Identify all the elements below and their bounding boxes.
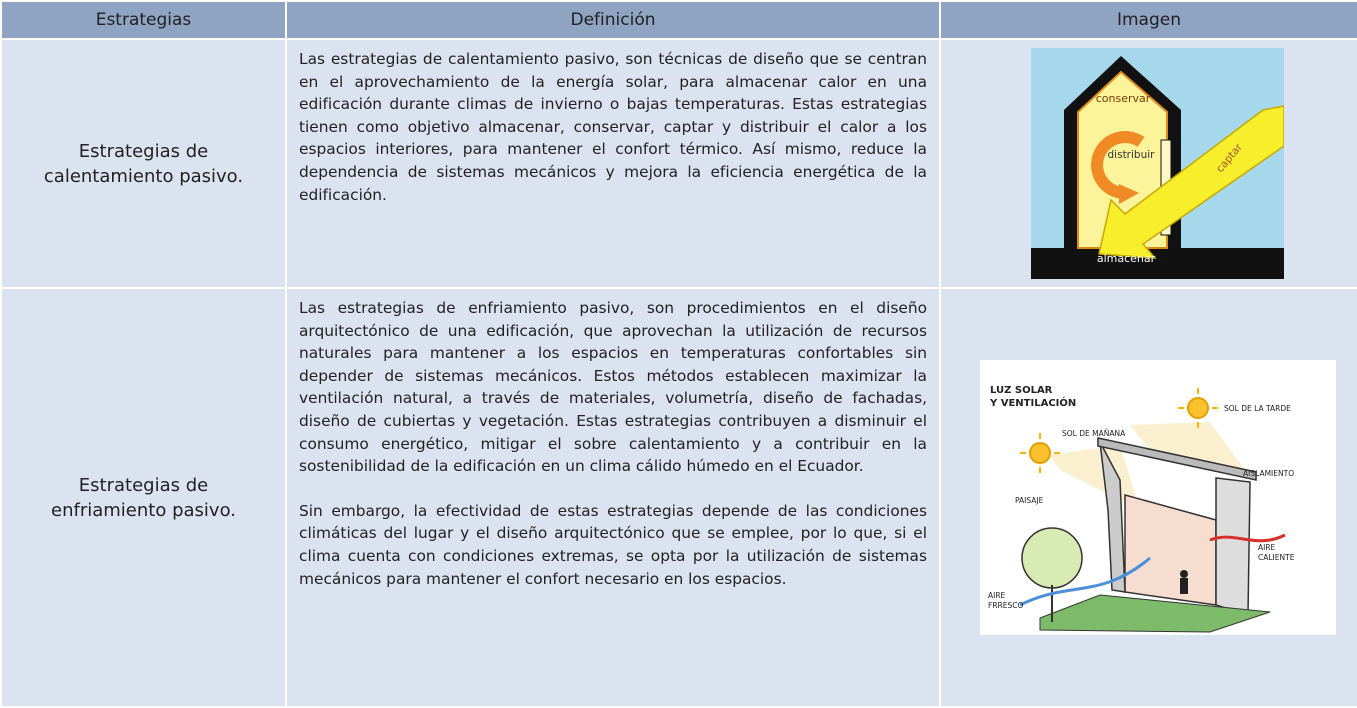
paragraph: Las estrategias de calentamiento pasivo,…	[299, 50, 927, 204]
row: Estrategias de enfriamiento pasivo. Las …	[0, 287, 1357, 708]
cooling-illustration: LUZ SOLAR Y VENTILACIÓN SOL DE LA TARDE …	[980, 360, 1336, 635]
strategy: Estrategias de calentamiento pasivo.	[43, 140, 244, 187]
paragraph: Sin embargo, la efectividad de estas est…	[299, 501, 927, 588]
label: FRRESCO	[988, 601, 1023, 610]
paragraph: Las estrategias de enfriamiento pasivo, …	[299, 299, 927, 476]
label: PAISAJE	[1015, 496, 1044, 505]
label: CALIENTE	[1258, 553, 1295, 562]
label: distribuir	[1108, 149, 1156, 161]
heating-illustration: conservar distribuir captar almacenar	[1031, 48, 1284, 279]
label: conservar	[1096, 92, 1151, 105]
label: AIRE	[988, 591, 1006, 600]
strategy: Estrategias de enfriamiento pasivo.	[51, 474, 236, 521]
header-cell: Estrategias	[0, 0, 287, 40]
label: almacenar	[1097, 252, 1156, 265]
label: AIRE	[1258, 543, 1276, 552]
label: SOL DE MAÑANA	[1062, 429, 1126, 438]
definition-cell: Las estrategias de calentamiento pasivo,…	[285, 38, 941, 289]
strategy-cell: Estrategias de enfriamiento pasivo.	[0, 287, 287, 708]
header-cell: Definición	[285, 0, 941, 40]
header-cell: Imagen	[939, 0, 1357, 40]
header-row: Estrategias Definición Imagen	[0, 0, 1357, 40]
strategy-cell: Estrategias de calentamiento pasivo.	[0, 38, 287, 289]
label: Y VENTILACIÓN	[989, 396, 1076, 409]
row: Estrategias de calentamiento pasivo. Las…	[0, 38, 1357, 289]
label: SOL DE LA TARDE	[1224, 404, 1291, 413]
image-cell: conservar distribuir captar almacenar	[939, 38, 1357, 289]
definition-cell: Las estrategias de enfriamiento pasivo, …	[285, 287, 941, 708]
image-cell: LUZ SOLAR Y VENTILACIÓN SOL DE LA TARDE …	[939, 287, 1357, 708]
label: AISLAMIENTO	[1243, 469, 1294, 478]
label: LUZ SOLAR	[990, 385, 1053, 396]
